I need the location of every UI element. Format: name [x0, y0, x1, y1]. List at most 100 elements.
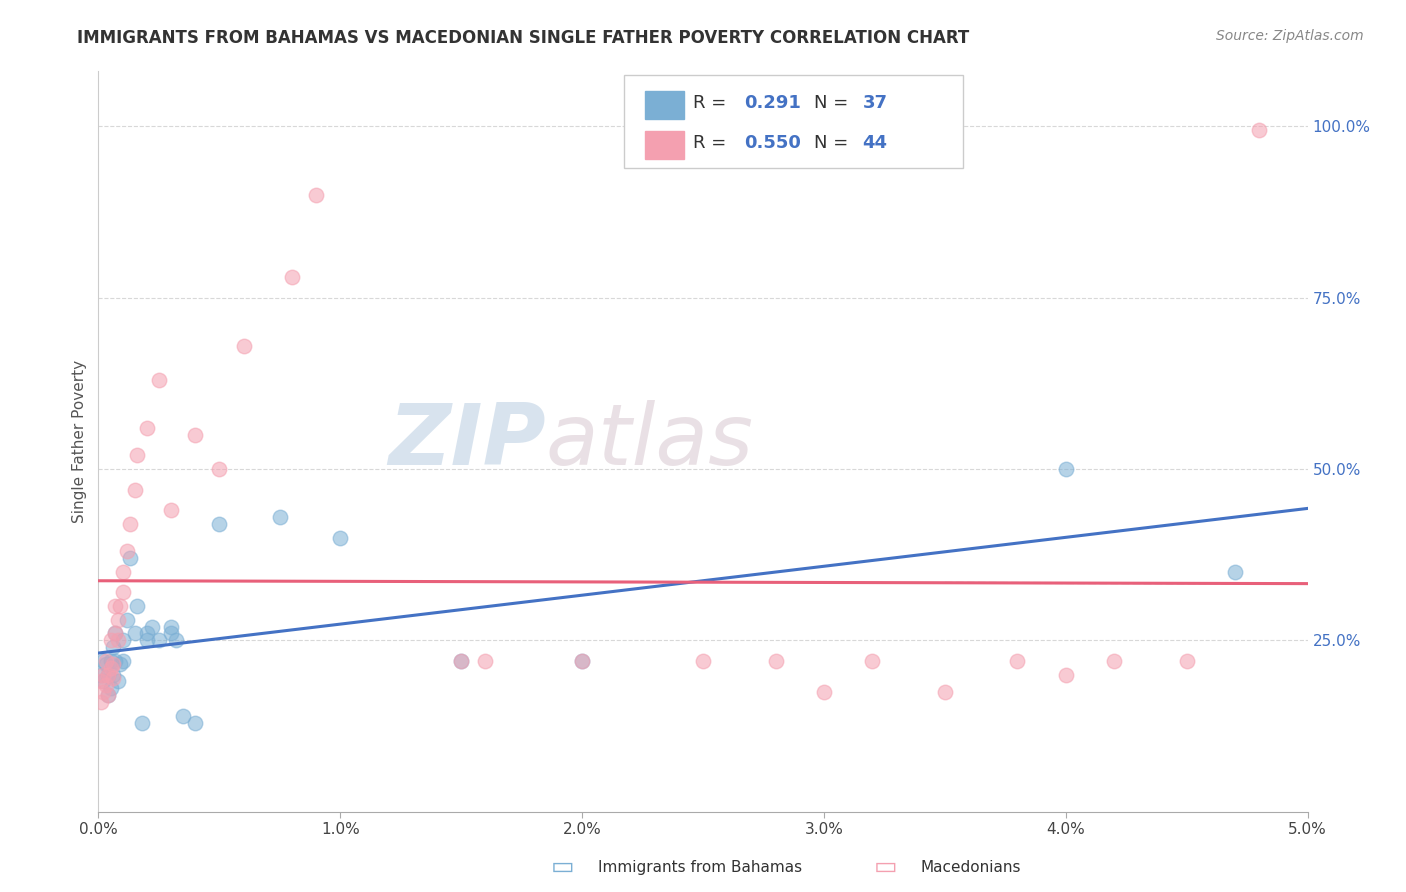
Point: [148, 633, 170, 648]
Point: [1007, 654, 1029, 668]
Point: [813, 685, 835, 699]
Point: [100, 681, 122, 696]
Point: [91, 667, 114, 681]
Point: [90, 695, 112, 709]
Point: [100, 661, 122, 675]
Point: [172, 708, 194, 723]
Point: [101, 667, 124, 681]
Text: R =: R =: [693, 134, 733, 152]
Point: [184, 427, 207, 442]
Text: Source: ZipAtlas.com: Source: ZipAtlas.com: [1216, 29, 1364, 43]
Point: [97, 688, 120, 702]
Point: [111, 565, 134, 579]
Point: [91, 674, 114, 689]
Point: [100, 654, 122, 668]
Y-axis label: Single Father Poverty: Single Father Poverty: [72, 360, 87, 523]
Text: 44: 44: [863, 134, 887, 152]
Point: [184, 715, 207, 730]
Point: [117, 544, 139, 558]
Point: [101, 671, 124, 685]
Text: 0.291: 0.291: [744, 94, 801, 112]
FancyBboxPatch shape: [645, 91, 683, 119]
Point: [692, 654, 714, 668]
Point: [135, 626, 157, 640]
Point: [104, 626, 127, 640]
Point: [269, 510, 291, 524]
Point: [101, 640, 124, 655]
Point: [571, 654, 593, 668]
Text: atlas: atlas: [546, 400, 754, 483]
Point: [104, 599, 127, 613]
Point: [124, 626, 146, 640]
Point: [97, 667, 120, 681]
Point: [107, 613, 129, 627]
Point: [118, 551, 141, 566]
Point: [127, 599, 149, 613]
Point: [208, 516, 231, 531]
Point: [148, 373, 170, 387]
Point: [160, 503, 183, 517]
Point: [118, 516, 141, 531]
Point: [1249, 122, 1271, 136]
Point: [131, 715, 153, 730]
Point: [305, 187, 328, 202]
Point: [111, 633, 134, 648]
Point: [329, 531, 352, 545]
Text: 37: 37: [863, 94, 887, 112]
Point: [127, 448, 149, 462]
Point: [117, 613, 139, 627]
Point: [101, 657, 124, 672]
Point: [165, 633, 187, 648]
Text: ▭: ▭: [551, 855, 574, 879]
Text: ZIP: ZIP: [388, 400, 546, 483]
Point: [90, 674, 112, 689]
Point: [107, 674, 129, 689]
Point: [94, 657, 117, 672]
Point: [97, 688, 120, 702]
Point: [91, 685, 114, 699]
Point: [1223, 565, 1246, 579]
Point: [108, 599, 131, 613]
Point: [232, 338, 254, 352]
Point: [90, 667, 112, 681]
Point: [107, 633, 129, 648]
Point: [281, 270, 304, 285]
Point: [91, 654, 114, 668]
Point: [111, 654, 134, 668]
Point: [104, 654, 127, 668]
Text: 0.550: 0.550: [744, 134, 801, 152]
Point: [94, 654, 117, 668]
Point: [1054, 667, 1077, 681]
Point: [100, 633, 122, 648]
Point: [135, 633, 157, 648]
FancyBboxPatch shape: [624, 75, 963, 168]
Point: [450, 654, 472, 668]
Point: [474, 654, 496, 668]
Text: Immigrants from Bahamas: Immigrants from Bahamas: [598, 860, 801, 874]
Point: [111, 585, 134, 599]
Point: [124, 483, 146, 497]
Point: [208, 462, 231, 476]
Point: [141, 619, 163, 633]
Point: [108, 657, 131, 672]
Point: [1102, 654, 1125, 668]
Text: N =: N =: [814, 94, 855, 112]
Text: IMMIGRANTS FROM BAHAMAS VS MACEDONIAN SINGLE FATHER POVERTY CORRELATION CHART: IMMIGRANTS FROM BAHAMAS VS MACEDONIAN SI…: [77, 29, 970, 46]
Text: Macedonians: Macedonians: [921, 860, 1021, 874]
Point: [94, 678, 117, 692]
Point: [860, 654, 883, 668]
FancyBboxPatch shape: [645, 131, 683, 159]
Point: [934, 685, 956, 699]
Point: [97, 667, 120, 681]
Point: [104, 626, 127, 640]
Point: [160, 619, 183, 633]
Point: [1175, 654, 1198, 668]
Point: [1054, 462, 1077, 476]
Point: [450, 654, 472, 668]
Text: ▭: ▭: [875, 855, 897, 879]
Point: [765, 654, 787, 668]
Point: [571, 654, 593, 668]
Text: N =: N =: [814, 134, 855, 152]
Point: [160, 626, 183, 640]
Text: R =: R =: [693, 94, 733, 112]
